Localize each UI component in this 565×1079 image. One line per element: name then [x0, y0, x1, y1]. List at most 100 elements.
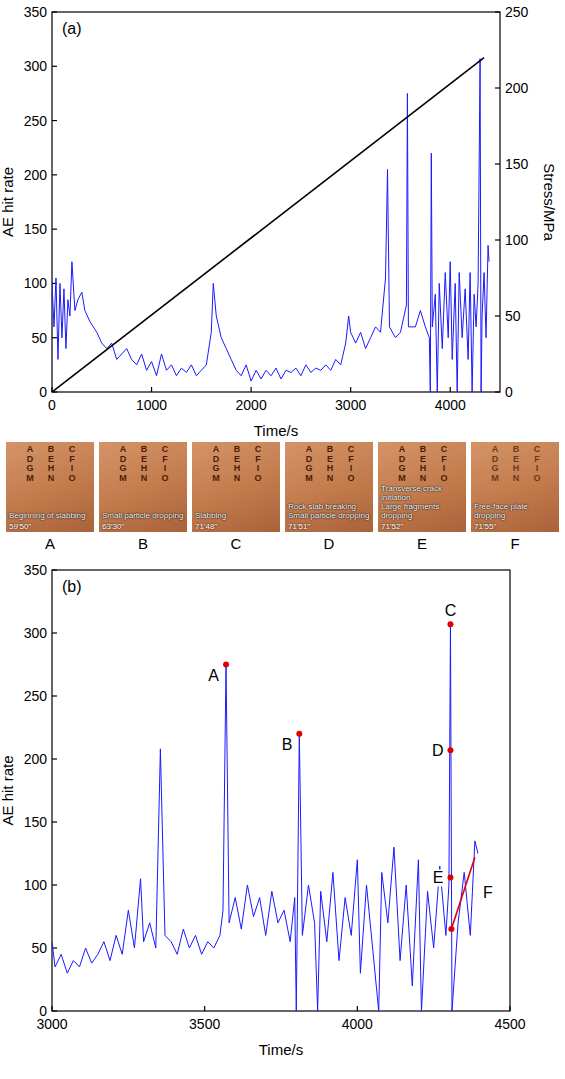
timestamp: 63'30'' [102, 522, 124, 531]
specimen-letter: E [415, 455, 431, 464]
y2-tick-label: 200 [505, 80, 529, 96]
caption: Free-face plate dropping [474, 502, 556, 520]
x-tick [357, 1006, 358, 1011]
y-tick [52, 758, 57, 759]
specimen-letter: F [436, 455, 452, 464]
specimen-letter: G [394, 464, 410, 473]
photo-label: E [378, 535, 466, 553]
specimen-letter: F [343, 455, 359, 464]
y2-tick-label: 100 [505, 232, 529, 248]
specimen-letter: N [136, 474, 152, 483]
y2-tick [495, 391, 500, 392]
y-tick [52, 120, 57, 121]
photo-label: C [192, 535, 280, 553]
annotation-line [451, 857, 475, 929]
timestamp: 71'48'' [195, 522, 217, 531]
photo-panel: ABCDEFGHIMNOSmall particle dropping63'30… [99, 442, 187, 532]
specimen-letter: D [487, 455, 503, 464]
specimen-letter: N [508, 474, 524, 483]
annotation-label: C [445, 602, 457, 619]
annotation-dot [447, 621, 453, 627]
specimen-letter: D [208, 455, 224, 464]
x-tick [350, 387, 351, 392]
specimen-letter: I [529, 464, 545, 473]
specimen-letter: O [436, 474, 452, 483]
x-tick [251, 387, 252, 392]
specimen-letter: M [394, 474, 410, 483]
y-tick-label: 250 [24, 113, 48, 129]
x-tick-label: 3000 [335, 397, 366, 413]
y-tick [52, 337, 57, 338]
y-tick-label: 50 [31, 330, 47, 346]
y-tick-label: 100 [24, 275, 48, 291]
y2-tick [495, 87, 500, 88]
y-tick [52, 884, 57, 885]
specimen-letter: N [43, 474, 59, 483]
specimen-letter: A [22, 445, 38, 454]
y-tick-label: 200 [24, 167, 48, 183]
caption-box: Free-face plate dropping [474, 502, 556, 520]
y-tick-label: 150 [24, 221, 48, 237]
specimen-letter: E [508, 455, 524, 464]
x-tick-label: 4500 [494, 1016, 525, 1032]
specimen-letter: H [43, 464, 59, 473]
x-tick-label: 2000 [236, 397, 267, 413]
y2-tick-label: 150 [505, 156, 529, 172]
y-tick [52, 1010, 57, 1011]
label-patch [482, 884, 494, 901]
y2-tick-label: 50 [505, 308, 521, 324]
timestamp: 71'52'' [381, 522, 403, 531]
photo-label: F [471, 535, 559, 553]
specimen-letter: I [343, 464, 359, 473]
specimen-letter: E [43, 455, 59, 464]
specimen-letter: A [115, 445, 131, 454]
specimen-letter: G [487, 464, 503, 473]
specimen-letter: B [136, 445, 152, 454]
specimen-letter: F [64, 455, 80, 464]
x-tick-label: 3000 [36, 1016, 67, 1032]
annotation-dot [223, 662, 229, 668]
y-tick [52, 569, 57, 570]
specimen-letter: B [508, 445, 524, 454]
plot-marks [52, 58, 489, 392]
y-tick-label: 50 [31, 940, 47, 956]
y2-tick [495, 163, 500, 164]
y-axis-title: AE hit rate [0, 167, 16, 237]
specimen-letter: E [322, 455, 338, 464]
specimen-letter: G [208, 464, 224, 473]
photo-panel: ABCDEFGHIMNOTransverse crack initiationL… [378, 442, 466, 532]
caption-box: Slabbing [195, 511, 277, 520]
y-tick-label: 0 [39, 384, 47, 400]
photo-panel: ABCDEFGHIMNOFree-face plate dropping71'5… [471, 442, 559, 532]
panel-label: (a) [62, 20, 82, 37]
specimen-letter: A [208, 445, 224, 454]
y-tick-label: 350 [24, 4, 48, 20]
y2-tick-label: 0 [505, 384, 513, 400]
annotation-label: B [282, 736, 293, 753]
photo-label: B [99, 535, 187, 553]
specimen-letter: B [322, 445, 338, 454]
y-tick [52, 11, 57, 12]
label-patch [432, 869, 445, 886]
caption: Small particle dropping [102, 511, 184, 520]
x-tick [204, 1006, 205, 1011]
y2-tick [495, 239, 500, 240]
specimen-letter: G [115, 464, 131, 473]
specimen-letter: M [115, 474, 131, 483]
caption: Beginning of slabbing [9, 511, 91, 520]
timestamp: 71'51'' [288, 522, 310, 531]
specimen-letter: C [529, 445, 545, 454]
y-tick-label: 300 [24, 58, 48, 74]
annotation-label: F [483, 884, 493, 901]
y-tick [52, 695, 57, 696]
specimen-letter: O [529, 474, 545, 483]
specimen-letter: M [301, 474, 317, 483]
y-tick [52, 821, 57, 822]
chart-a: 0501001502002503003500501001502002500100… [0, 0, 565, 440]
y2-tick [495, 11, 500, 12]
specimen-letter: A [487, 445, 503, 454]
annotation-label: A [208, 667, 219, 684]
specimen-letter: C [157, 445, 173, 454]
specimen-letter: D [301, 455, 317, 464]
specimen-letter: I [250, 464, 266, 473]
